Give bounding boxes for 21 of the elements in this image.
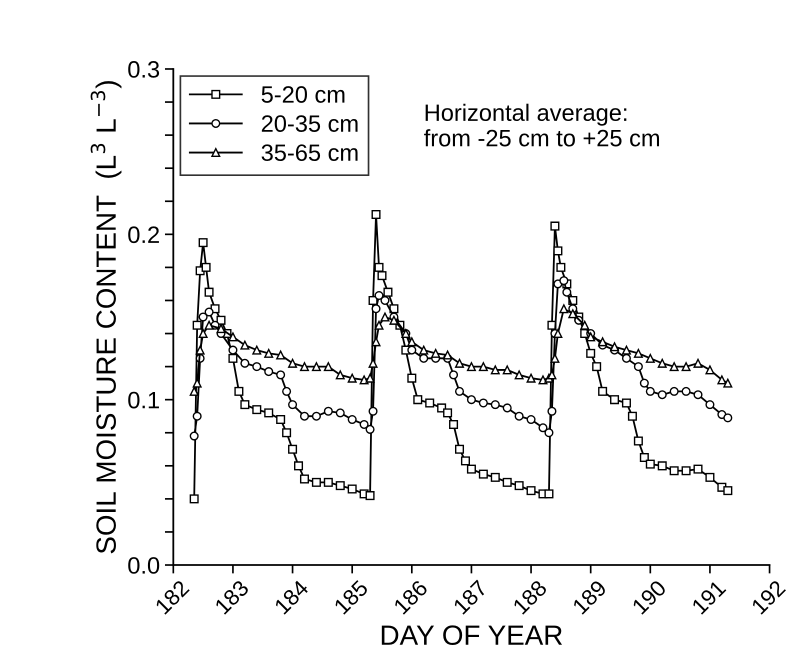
y-tick-label: 0.1 xyxy=(128,392,159,408)
legend-label: 35-65 cm xyxy=(262,144,358,162)
x-tick-label: 187 xyxy=(452,579,488,615)
x-tick-label: 191 xyxy=(691,579,726,615)
x-axis-title: DAY OF YEAR xyxy=(382,625,562,646)
x-tick-label: 189 xyxy=(572,579,608,615)
x-tick-label: 190 xyxy=(631,579,668,615)
x-tick-label: 183 xyxy=(214,579,250,615)
legend-label: 20-35 cm xyxy=(262,115,358,132)
y-tick-label: 0.2 xyxy=(128,226,159,244)
x-tick-label: 182 xyxy=(154,579,190,615)
x-tick-label: 185 xyxy=(333,579,369,615)
x-tick-label: 192 xyxy=(750,579,786,615)
x-tick-label: 184 xyxy=(274,579,310,615)
legend-label: 5-20 cm xyxy=(262,86,344,103)
y-tick-label: 0.0 xyxy=(128,557,160,574)
annotation: Horizontal average: from -25 cm to +25 cm xyxy=(424,104,660,146)
y-axis-title: SOIL MOISTURE CONTENT (L$^{3}$ L$^{−3}$) xyxy=(90,81,122,554)
y-tick-label: 0.3 xyxy=(128,61,160,78)
x-tick-label: 188 xyxy=(512,579,548,615)
x-tick-label: 186 xyxy=(392,579,428,615)
